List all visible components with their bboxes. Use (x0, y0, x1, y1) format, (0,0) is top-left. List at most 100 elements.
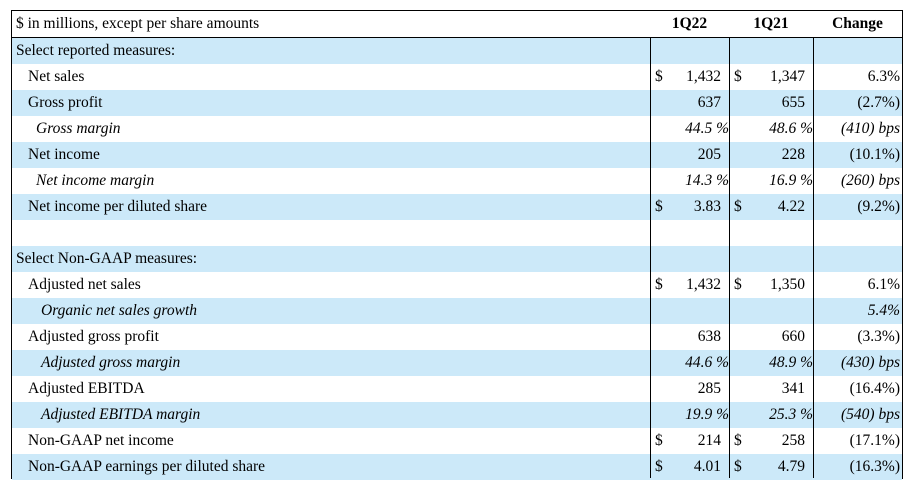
value-1q22 (650, 246, 729, 272)
header-change: Change (832, 15, 883, 32)
row-label: Net income per diluted share (28, 198, 208, 215)
table-row: Adjusted EBITDA margin 19.9 % 25.3 % (540) … (12, 402, 902, 428)
value-number: 4.22 (777, 198, 805, 215)
table-row: Adjusted gross margin 44.6 % 48.9 % (430) b… (12, 350, 902, 376)
header-label: $ in millions, except per share amounts (16, 15, 260, 32)
value-number: 1,432 (686, 276, 721, 293)
table-row: Non-GAAP net income $214 $258 (17.1%) (12, 428, 902, 454)
financial-summary-table: $ in millions, except per share amounts … (11, 10, 903, 480)
value-change: (430) bps (841, 354, 900, 371)
value-1q22: 205 (650, 142, 729, 168)
table-row: Net income 205 228 (10.1%) (12, 142, 902, 168)
value-change: (3.3%) (857, 328, 900, 345)
currency-symbol: $ (655, 432, 663, 449)
value-change: (16.3%) (849, 458, 900, 475)
currency-symbol: $ (734, 198, 742, 215)
column-divider (813, 38, 814, 478)
table-row: Adjusted EBITDA 285 341 (16.4%) (12, 376, 902, 402)
value-change (813, 38, 902, 64)
value-number: 4.01 (693, 458, 721, 475)
value-1q21: 655 (729, 90, 813, 116)
value-1q21: 341 (729, 376, 813, 402)
value-change: (260) bps (841, 172, 900, 189)
table-header-row: $ in millions, except per share amounts … (12, 11, 902, 38)
value-number: 4.79 (777, 458, 805, 475)
value-1q22: 19.9 % (650, 402, 729, 428)
value-1q21 (729, 298, 813, 324)
value-number: 44.6 % (685, 354, 729, 371)
value-1q21 (729, 38, 813, 64)
value-number: 655 (781, 94, 805, 111)
value-number: 44.5 % (685, 120, 729, 137)
value-1q21: $258 (729, 428, 813, 454)
row-label: Net income (28, 146, 100, 163)
value-1q22: $1,432 (650, 64, 729, 90)
value-number: 638 (697, 328, 721, 345)
table-row: Select Non-GAAP measures: (12, 246, 902, 272)
value-number: 16.9 % (769, 172, 813, 189)
value-change: (2.7%) (857, 94, 900, 111)
table-row (12, 220, 902, 246)
row-label: Select reported measures: (16, 42, 176, 59)
table-row: Non-GAAP earnings per diluted share $4.01… (12, 454, 902, 480)
row-label: Adjusted EBITDA (28, 380, 145, 397)
value-number: 285 (697, 380, 721, 397)
value-1q21: 25.3 % (729, 402, 813, 428)
column-divider (650, 38, 651, 478)
row-label: Organic net sales growth (41, 302, 197, 319)
value-1q21: $4.22 (729, 194, 813, 220)
value-1q21 (729, 220, 813, 246)
value-1q22: $1,432 (650, 272, 729, 298)
value-1q22 (650, 220, 729, 246)
value-1q22: 637 (650, 90, 729, 116)
table-row: Net income per diluted share $3.83 $4.22 (9… (12, 194, 902, 220)
value-1q22: 44.5 % (650, 116, 729, 142)
value-number: 48.9 % (769, 354, 813, 371)
row-label: Gross margin (36, 120, 121, 137)
value-1q21: $1,347 (729, 64, 813, 90)
value-change (813, 246, 902, 272)
value-1q21: $1,350 (729, 272, 813, 298)
currency-symbol: $ (734, 458, 742, 475)
table-row: Adjusted net sales $1,432 $1,350 6.1% (12, 272, 902, 298)
row-label: Select Non-GAAP measures: (16, 250, 198, 267)
value-1q22: 285 (650, 376, 729, 402)
row-label: Non-GAAP net income (28, 432, 174, 449)
row-label: Net sales (28, 68, 85, 85)
row-label: Non-GAAP earnings per diluted share (28, 458, 266, 475)
value-number: 258 (781, 432, 805, 449)
table-row: Gross profit 637 655 (2.7%) (12, 90, 902, 116)
value-change (813, 220, 902, 246)
value-number: 1,432 (686, 68, 721, 85)
row-label: Adjusted gross margin (41, 354, 181, 371)
value-1q21: $4.79 (729, 454, 813, 480)
table-row: Gross margin 44.5 % 48.6 % (410) bps (12, 116, 902, 142)
row-label: Gross profit (28, 94, 103, 111)
value-change: 6.3% (867, 68, 900, 85)
value-1q22: 44.6 % (650, 350, 729, 376)
value-1q21: 48.9 % (729, 350, 813, 376)
header-1q22: 1Q22 (671, 15, 708, 32)
value-1q21: 228 (729, 142, 813, 168)
value-1q22: $3.83 (650, 194, 729, 220)
header-1q21: 1Q21 (753, 15, 789, 32)
row-label: Adjusted net sales (28, 276, 141, 293)
value-number: 637 (697, 94, 721, 111)
value-number: 3.83 (693, 198, 721, 215)
value-change: 5.4% (867, 302, 900, 319)
value-number: 14.3 % (685, 172, 729, 189)
value-change: (540) bps (841, 406, 900, 423)
currency-symbol: $ (734, 432, 742, 449)
column-divider (729, 38, 730, 478)
value-number: 228 (781, 146, 805, 163)
currency-symbol: $ (734, 68, 742, 85)
row-label: Adjusted gross profit (28, 328, 159, 345)
value-1q21: 48.6 % (729, 116, 813, 142)
value-change: 6.1% (867, 276, 900, 293)
value-number: 19.9 % (685, 406, 729, 423)
value-number: 1,347 (770, 68, 805, 85)
currency-symbol: $ (655, 68, 663, 85)
value-number: 25.3 % (769, 406, 813, 423)
value-change: (410) bps (841, 120, 900, 137)
value-number: 1,350 (770, 276, 805, 293)
